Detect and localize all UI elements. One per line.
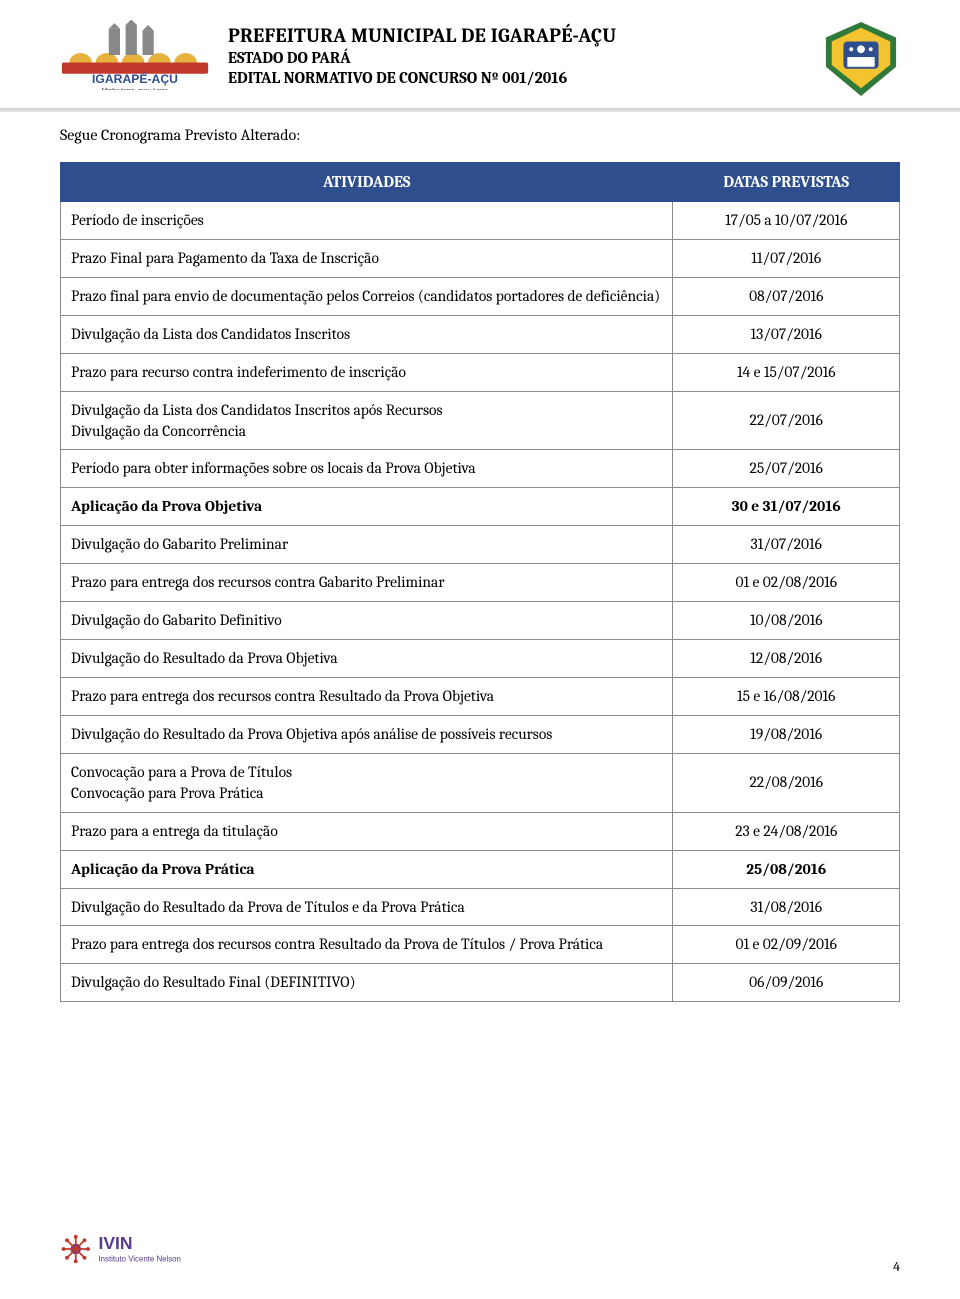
cell-activity: Período para obter informações sobre os … <box>61 450 673 488</box>
intro-text: Segue Cronograma Previsto Alterado: <box>60 126 900 144</box>
cell-date: 22/08/2016 <box>673 753 900 812</box>
table-row: Convocação para a Prova de TítulosConvoc… <box>61 753 900 812</box>
page: IGARAPÉ-AÇU Minha terra, meu lugar. PREF… <box>0 0 960 1299</box>
table-body: Período de inscrições17/05 a 10/07/2016P… <box>61 202 900 1002</box>
cell-date: 25/08/2016 <box>673 850 900 888</box>
cell-date: 17/05 a 10/07/2016 <box>673 202 900 240</box>
cell-date: 31/07/2016 <box>673 526 900 564</box>
cell-activity: Divulgação do Gabarito Preliminar <box>61 526 673 564</box>
cell-activity: Divulgação do Resultado da Prova Objetiv… <box>61 640 673 678</box>
cell-activity: Divulgação da Lista dos Candidatos Inscr… <box>61 391 673 450</box>
cell-date: 01 e 02/08/2016 <box>673 564 900 602</box>
table-row: Divulgação do Resultado Final (DEFINITIV… <box>61 964 900 1002</box>
table-row: Aplicação da Prova Prática25/08/2016 <box>61 850 900 888</box>
document-header: IGARAPÉ-AÇU Minha terra, meu lugar. PREF… <box>60 20 900 110</box>
header-divider <box>0 108 960 112</box>
cell-date: 22/07/2016 <box>673 391 900 450</box>
cell-activity: Convocação para a Prova de TítulosConvoc… <box>61 753 673 812</box>
cell-date: 06/09/2016 <box>673 964 900 1002</box>
table-row: Prazo para entrega dos recursos contra R… <box>61 677 900 715</box>
cell-activity: Prazo para entrega dos recursos contra R… <box>61 926 673 964</box>
table-row: Divulgação da Lista dos Candidatos Inscr… <box>61 315 900 353</box>
cell-date: 31/08/2016 <box>673 888 900 926</box>
col-header-activities: ATIVIDADES <box>61 163 673 202</box>
cell-activity: Prazo para a entrega da titulação <box>61 812 673 850</box>
header-org: PREFEITURA MUNICIPAL DE IGARAPÉ-AÇU <box>228 24 804 47</box>
table-row: Período de inscrições17/05 a 10/07/2016 <box>61 202 900 240</box>
table-row: Prazo Final para Pagamento da Taxa de In… <box>61 239 900 277</box>
page-number: 4 <box>893 1258 900 1275</box>
table-row: Divulgação do Resultado da Prova de Títu… <box>61 888 900 926</box>
cell-activity: Prazo para entrega dos recursos contra G… <box>61 564 673 602</box>
municipality-logo: IGARAPÉ-AÇU Minha terra, meu lugar. <box>60 20 210 94</box>
header-edital: EDITAL NORMATIVO DE CONCURSO Nº 001/2016 <box>228 69 804 87</box>
cell-date: 30 e 31/07/2016 <box>673 488 900 526</box>
cell-activity: Divulgação do Gabarito Definitivo <box>61 602 673 640</box>
cell-activity: Aplicação da Prova Objetiva <box>61 488 673 526</box>
cell-activity: Prazo final para envio de documentação p… <box>61 277 673 315</box>
ivin-logo-icon: IVIN Instituto Vicente Nelson <box>60 1227 200 1271</box>
table-row: Prazo para entrega dos recursos contra R… <box>61 926 900 964</box>
logo-caption: IGARAPÉ-AÇU <box>92 71 178 86</box>
col-header-dates: DATAS PREVISTAS <box>673 163 900 202</box>
cell-date: 01 e 02/09/2016 <box>673 926 900 964</box>
schedule-table: ATIVIDADES DATAS PREVISTAS Período de in… <box>60 162 900 1002</box>
table-row: Divulgação do Gabarito Preliminar31/07/2… <box>61 526 900 564</box>
header-state: ESTADO DO PARÁ <box>228 49 804 67</box>
cell-activity: Aplicação da Prova Prática <box>61 850 673 888</box>
cell-activity: Divulgação do Resultado da Prova Objetiv… <box>61 715 673 753</box>
table-row: Divulgação do Resultado da Prova Objetiv… <box>61 715 900 753</box>
cell-date: 12/08/2016 <box>673 640 900 678</box>
cell-activity: Período de inscrições <box>61 202 673 240</box>
cell-date: 13/07/2016 <box>673 315 900 353</box>
cell-date: 11/07/2016 <box>673 239 900 277</box>
institute-name: Instituto Vicente Nelson <box>99 1254 181 1263</box>
cell-activity: Divulgação da Lista dos Candidatos Inscr… <box>61 315 673 353</box>
table-row: Aplicação da Prova Objetiva30 e 31/07/20… <box>61 488 900 526</box>
cell-date: 15 e 16/08/2016 <box>673 677 900 715</box>
table-row: Divulgação da Lista dos Candidatos Inscr… <box>61 391 900 450</box>
table-row: Prazo para a entrega da titulação23 e 24… <box>61 812 900 850</box>
cell-date: 10/08/2016 <box>673 602 900 640</box>
cell-date: 25/07/2016 <box>673 450 900 488</box>
cell-date: 19/08/2016 <box>673 715 900 753</box>
coat-of-arms-icon <box>822 20 900 98</box>
institute-abbr: IVIN <box>99 1233 133 1253</box>
table-row: Divulgação do Resultado da Prova Objetiv… <box>61 640 900 678</box>
state-coat-of-arms <box>822 20 900 102</box>
cell-date: 23 e 24/08/2016 <box>673 812 900 850</box>
table-row: Divulgação do Gabarito Definitivo10/08/2… <box>61 602 900 640</box>
cell-activity: Prazo Final para Pagamento da Taxa de In… <box>61 239 673 277</box>
header-title-block: PREFEITURA MUNICIPAL DE IGARAPÉ-AÇU ESTA… <box>228 20 804 87</box>
page-footer: IVIN Instituto Vicente Nelson 4 <box>60 1227 900 1275</box>
logo-tagline: Minha terra, meu lugar. <box>101 88 169 90</box>
cell-date: 14 e 15/07/2016 <box>673 353 900 391</box>
cell-activity: Divulgação do Resultado da Prova de Títu… <box>61 888 673 926</box>
institute-logo: IVIN Instituto Vicente Nelson <box>60 1227 200 1275</box>
cell-activity: Prazo para entrega dos recursos contra R… <box>61 677 673 715</box>
table-row: Período para obter informações sobre os … <box>61 450 900 488</box>
table-header-row: ATIVIDADES DATAS PREVISTAS <box>61 163 900 202</box>
table-row: Prazo para recurso contra indeferimento … <box>61 353 900 391</box>
cell-activity: Prazo para recurso contra indeferimento … <box>61 353 673 391</box>
cell-date: 08/07/2016 <box>673 277 900 315</box>
table-row: Prazo para entrega dos recursos contra G… <box>61 564 900 602</box>
cell-activity: Divulgação do Resultado Final (DEFINITIV… <box>61 964 673 1002</box>
table-row: Prazo final para envio de documentação p… <box>61 277 900 315</box>
igarape-logo-icon: IGARAPÉ-AÇU Minha terra, meu lugar. <box>60 20 210 90</box>
